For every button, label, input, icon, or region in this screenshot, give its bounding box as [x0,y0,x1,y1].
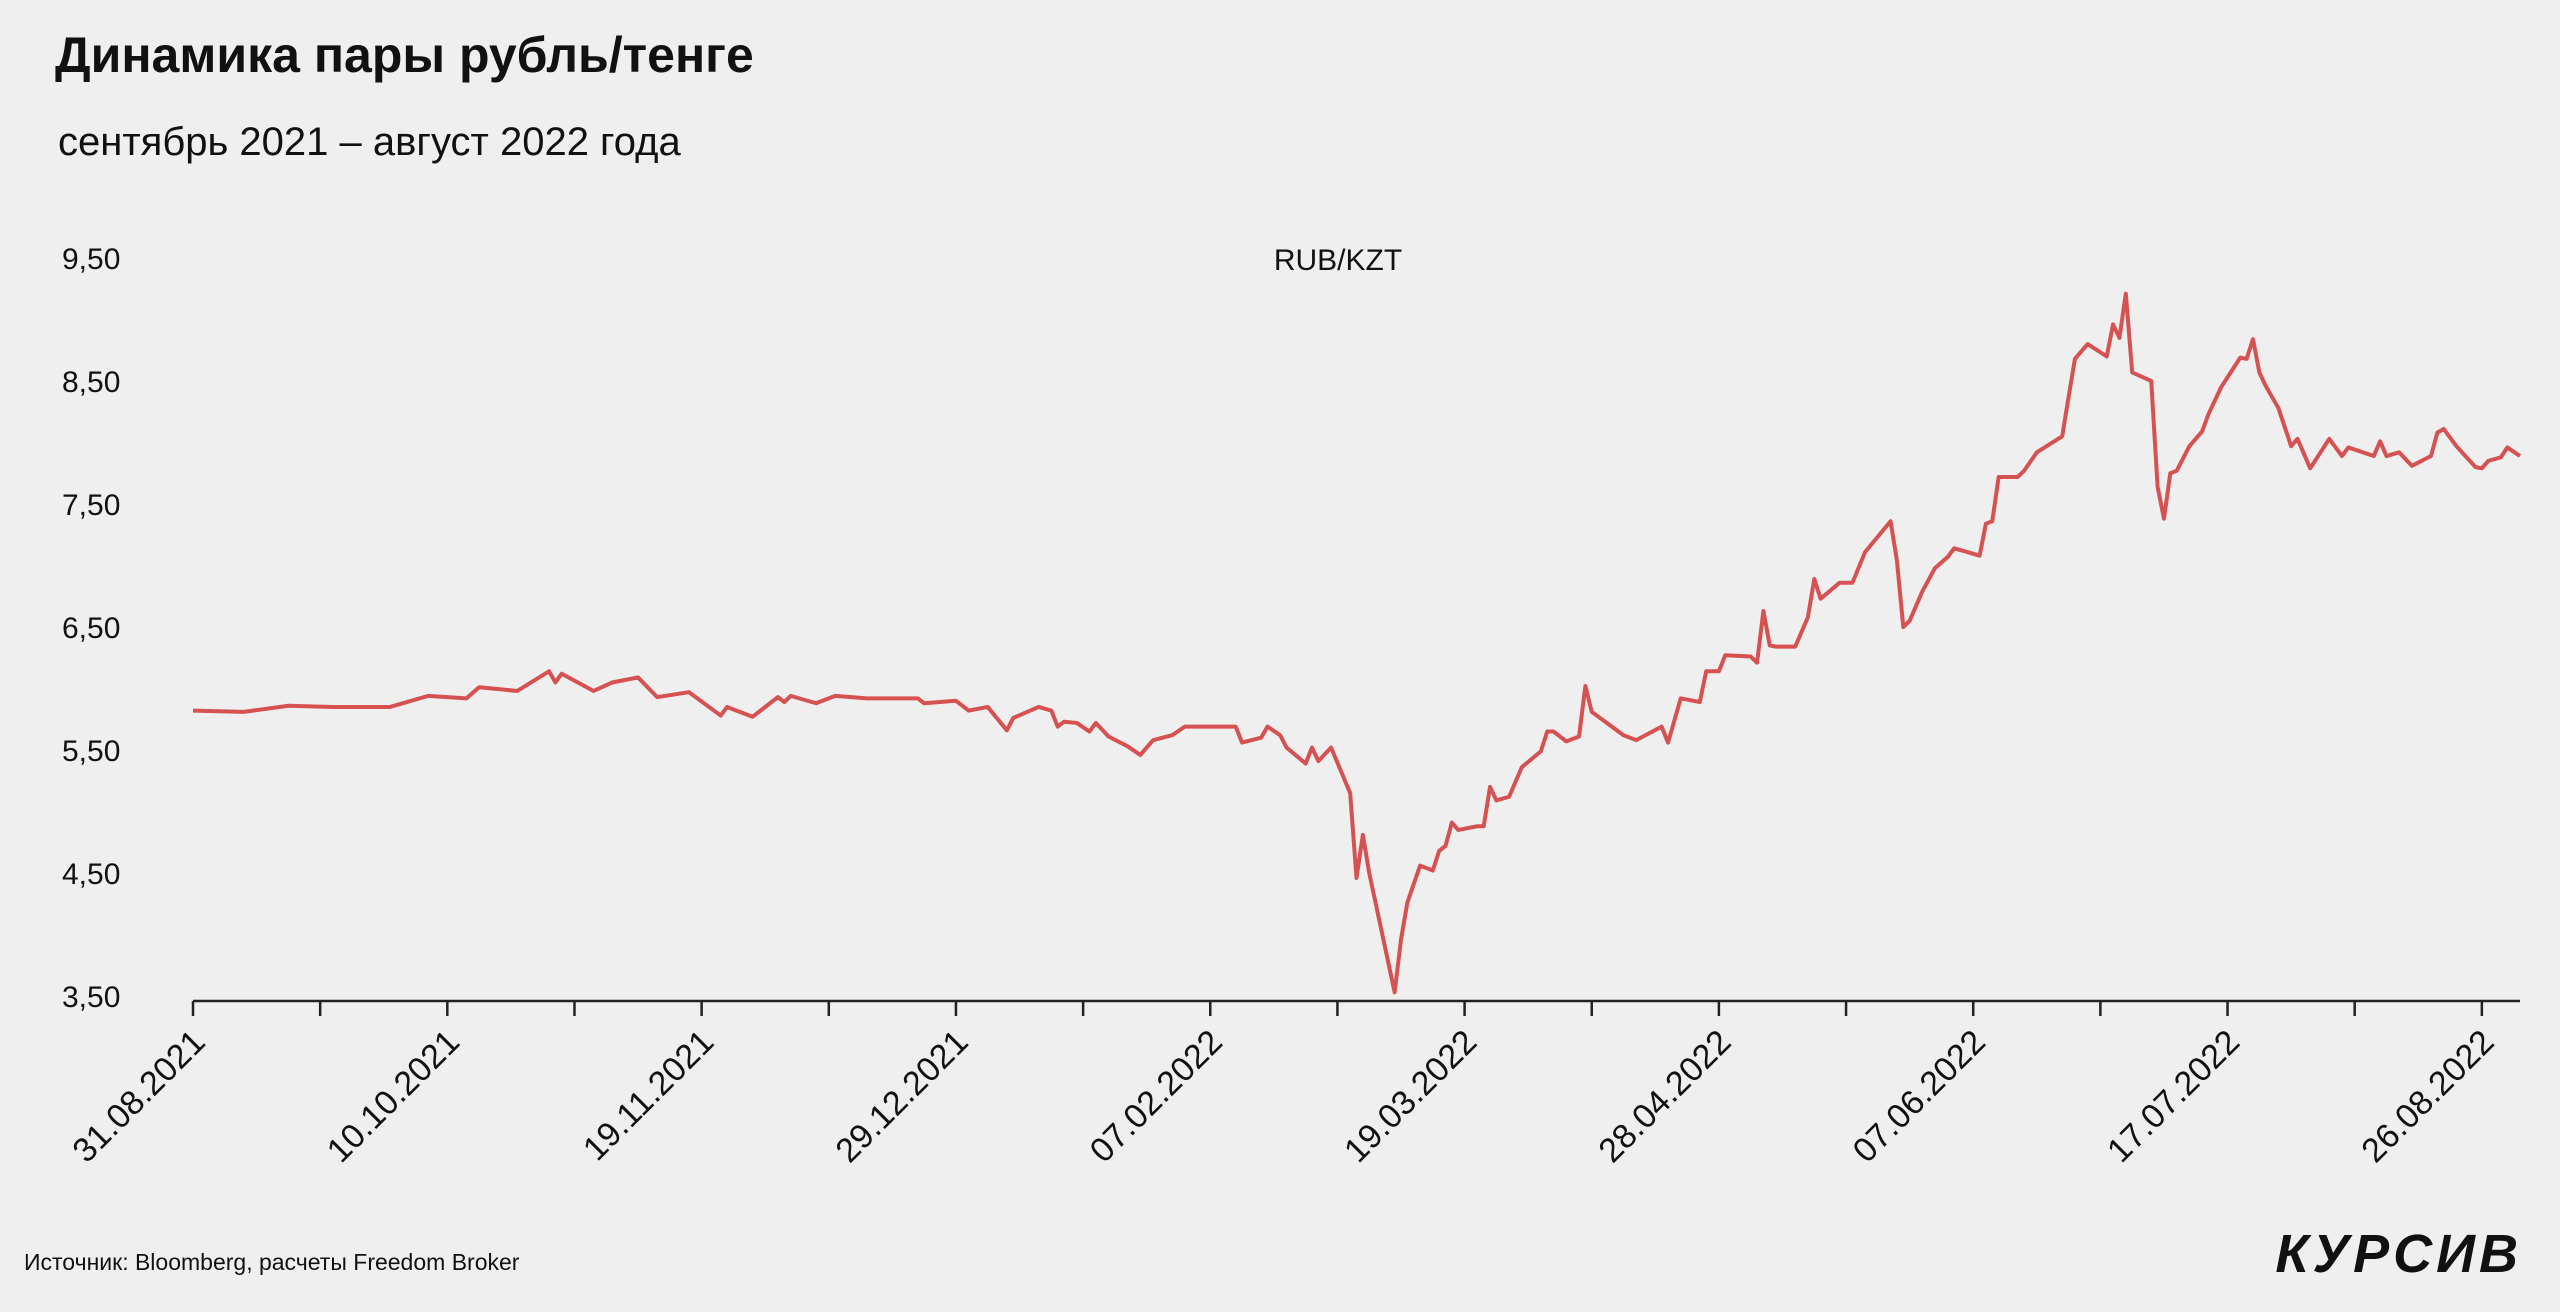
y-tick-label: 6,50 [62,612,120,645]
y-tick-label: 4,50 [62,858,120,891]
source-note: Источник: Bloomberg, расчеты Freedom Bro… [24,1249,520,1275]
y-tick-label: 8,50 [62,366,120,399]
y-tick-label: 9,50 [62,243,120,276]
y-tick-label: 7,50 [62,489,120,522]
y-tick-label: 5,50 [62,735,120,768]
logo: КУРСИВ [2275,1224,2522,1284]
legend-entry: RUB/KZT [1274,244,1402,277]
chart-subtitle: сентябрь 2021 – август 2022 года [58,120,681,164]
y-tick-label: 3,50 [62,981,120,1014]
data-line [192,291,2522,995]
chart-title: Динамика пары рубль/тенге [55,27,754,83]
